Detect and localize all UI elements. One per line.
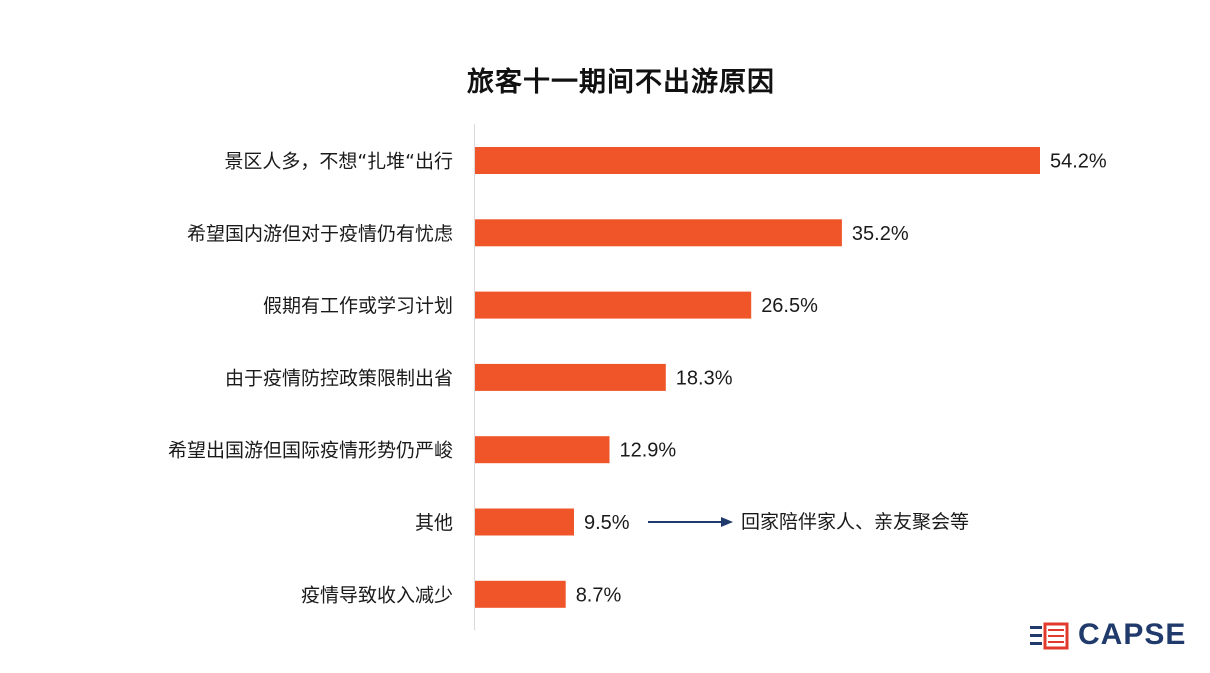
bar — [475, 219, 842, 247]
capse-emblem-icon — [1030, 622, 1069, 650]
category-label: 希望国内游但对于疫情仍有忧虑 — [187, 223, 453, 245]
value-label: 18.3% — [676, 367, 733, 389]
value-label: 8.7% — [576, 584, 622, 606]
category-label: 其他 — [415, 512, 453, 534]
value-label: 9.5% — [584, 512, 630, 534]
bar — [475, 291, 752, 319]
bar — [475, 147, 1040, 174]
annotation-text: 回家陪伴家人、亲友聚会等 — [741, 511, 969, 533]
category-label: 假期有工作或学习计划 — [263, 295, 453, 317]
value-label: 26.5% — [761, 295, 818, 317]
category-label: 由于疫情防控政策限制出省 — [225, 367, 453, 389]
bar — [475, 363, 666, 391]
logo-wordmark: CAPSE — [1078, 618, 1187, 651]
bars-group: 景区人多，不想“扎堆“出行 54.2% 希望国内游但对于疫情仍有忧虑 35.2% 假期有… — [168, 147, 1107, 608]
value-label: 54.2% — [1050, 151, 1107, 173]
category-label: 景区人多，不想“扎堆“出行 — [224, 151, 453, 173]
annotation-group: 回家陪伴家人、亲友聚会等 — [648, 511, 969, 533]
value-label: 12.9% — [620, 440, 677, 462]
capse-logo: CAPSE — [1030, 618, 1190, 654]
chart-title: 旅客十一期间不出游原因 — [467, 67, 775, 98]
annotation-arrow-head-icon — [721, 517, 733, 527]
category-label: 疫情导致收入减少 — [301, 584, 453, 606]
value-label: 35.2% — [852, 223, 909, 245]
category-label: 希望出国游但国际疫情形势仍严峻 — [168, 440, 453, 462]
bar — [475, 436, 610, 464]
bar — [475, 580, 566, 608]
bar — [475, 508, 574, 536]
